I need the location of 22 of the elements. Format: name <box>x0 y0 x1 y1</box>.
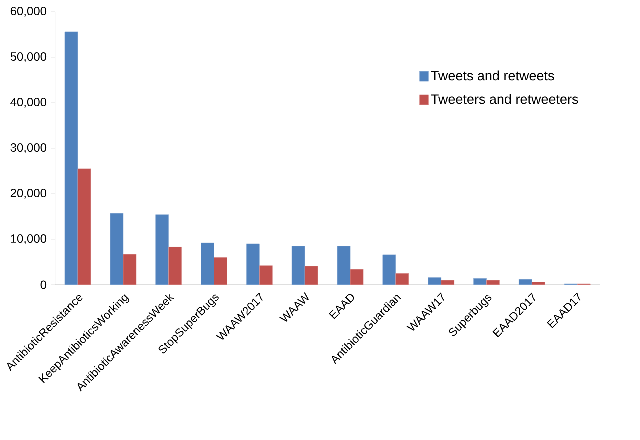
bar <box>259 266 273 285</box>
y-tick-label: 20,000 <box>10 189 47 199</box>
y-tick-label: 0 <box>40 280 47 290</box>
y-tick-label: 60,000 <box>10 7 47 17</box>
bar <box>156 214 170 285</box>
y-tick-label: 30,000 <box>10 144 47 154</box>
bar <box>337 246 351 285</box>
bar <box>246 244 260 285</box>
legend-label: Tweeters and retweeters <box>431 94 578 104</box>
bar <box>64 32 78 285</box>
bar <box>201 242 214 285</box>
bar <box>292 246 306 285</box>
bar <box>304 266 318 285</box>
legend-label: Tweets and retweets <box>431 70 554 81</box>
bar <box>168 247 182 285</box>
bar <box>382 254 396 285</box>
bar <box>110 213 124 285</box>
y-tick-label: 10,000 <box>11 234 47 244</box>
y-tick-label: 40,000 <box>10 98 47 108</box>
bar <box>78 168 92 285</box>
y-tick-label: 50,000 <box>10 52 47 62</box>
bar <box>214 257 228 285</box>
